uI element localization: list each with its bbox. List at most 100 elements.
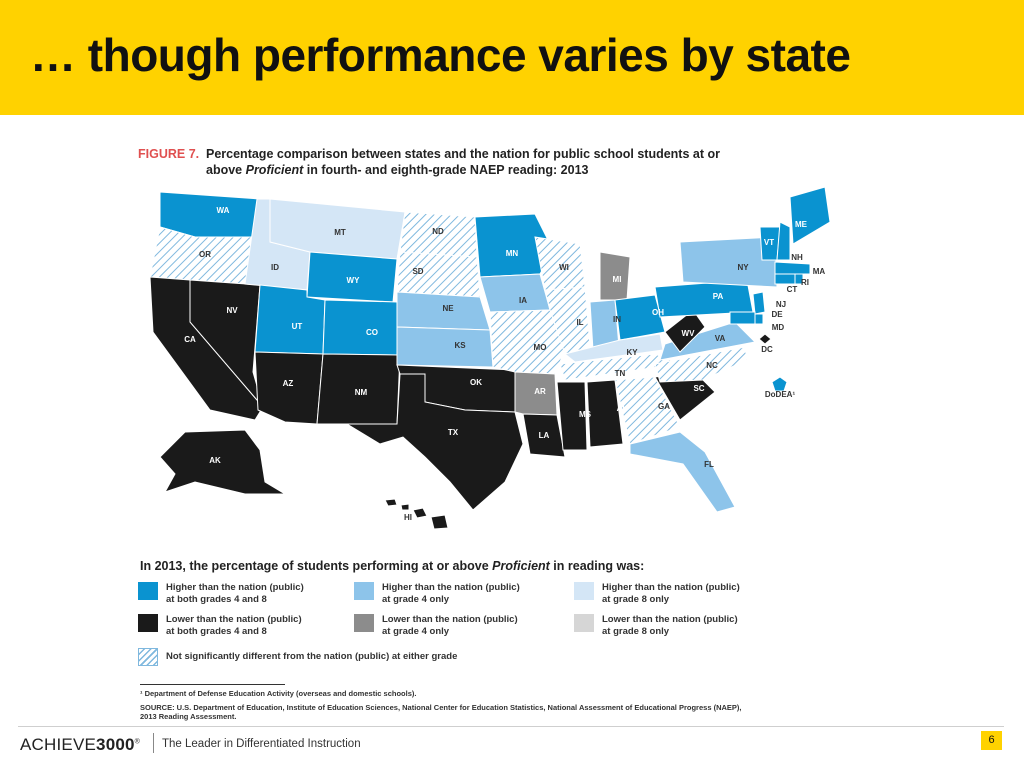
legend-heading-text-b: in reading was:: [549, 559, 645, 573]
state-nc: [654, 346, 748, 383]
state-labels: WA OR CA NV ID MT WY UT CO AZ NM ND SD NE KS OK TX MN IA MO…: [184, 206, 825, 522]
achieve3000-logo: ACHIEVE3000®: [20, 735, 140, 755]
legend-swatch: [138, 582, 158, 600]
legend-swatch: [574, 614, 594, 632]
state-label-or: OR: [199, 250, 211, 259]
state-me: [789, 186, 831, 245]
state-ks: [396, 326, 494, 368]
legend-item-higher-both: Higher than the nation (public) at both g…: [138, 582, 304, 605]
state-label-la: LA: [539, 431, 550, 440]
state-label-nh: NH: [791, 253, 803, 262]
state-label-mt: MT: [334, 228, 346, 237]
state-label-pa: PA: [713, 292, 724, 301]
state-label-fl: FL: [704, 460, 714, 469]
state-ky: [563, 333, 664, 363]
state-label-tn: TN: [615, 369, 626, 378]
legend-item-higher-grade8: Higher than the nation (public) at grade …: [574, 582, 740, 605]
state-label-ri: RI: [801, 278, 809, 287]
state-label-ma: MA: [813, 267, 826, 276]
state-label-nd: ND: [432, 227, 444, 236]
legend-text: Higher than the nation (public) at grade …: [382, 582, 520, 605]
legend-swatch: [138, 614, 158, 632]
legend-label: Not significantly different from the nat…: [166, 651, 458, 663]
state-ga: [614, 376, 681, 445]
legend-label: Higher than the nation (public): [382, 582, 520, 593]
legend-label: Lower than the nation (public): [602, 614, 738, 625]
figure-title: FIGURE 7. Percentage comparison between s…: [138, 146, 928, 178]
state-label-me: ME: [795, 220, 808, 229]
state-label-il: IL: [576, 318, 583, 327]
state-label-ga: GA: [658, 402, 670, 411]
state-hi: [384, 498, 449, 530]
state-pa: [654, 279, 754, 318]
legend-swatch: [574, 582, 594, 600]
state-label-ia: IA: [519, 296, 527, 305]
footer-divider: [18, 726, 1004, 727]
legend-heading-italic: Proficient: [492, 559, 550, 573]
us-states-map: WA OR CA NV ID MT WY UT CO AZ NM ND SD NE KS OK TX MN IA MO…: [149, 186, 831, 530]
state-wv: [664, 309, 706, 353]
map-legend: Higher than the nation (public) at both g…: [138, 582, 838, 667]
state-label-ms: MS: [579, 410, 592, 419]
legend-text: Lower than the nation (public) at both gr…: [166, 614, 302, 637]
state-label-vt: VT: [764, 238, 774, 247]
title-banner: … though performance varies by state: [0, 0, 1024, 115]
state-label-nc: NC: [706, 361, 718, 370]
state-ms: [556, 381, 588, 451]
legend-text: Lower than the nation (public) at grade 8…: [602, 614, 738, 637]
state-label-wa: WA: [217, 206, 230, 215]
legend-label: at grade 8 only: [602, 593, 670, 605]
state-nj: [752, 291, 766, 315]
state-label-de: DE: [771, 310, 783, 319]
state-label-wi: WI: [559, 263, 569, 272]
state-nh: [776, 221, 791, 261]
state-label-ky: KY: [626, 348, 638, 357]
state-tx: [345, 373, 524, 511]
state-al: [586, 379, 624, 448]
state-md: [729, 311, 756, 325]
legend-label: Higher than the nation (public): [166, 582, 304, 593]
legend-label: Higher than the nation (public): [602, 582, 740, 593]
state-label-sc: SC: [693, 384, 704, 393]
state-label-ut: UT: [292, 322, 303, 331]
state-label-nm: NM: [355, 388, 368, 397]
state-fl: [629, 431, 736, 513]
state-va: [659, 321, 757, 361]
logo-trademark: ®: [134, 738, 141, 746]
state-ak: [159, 429, 287, 495]
state-label-al: AL: [617, 404, 628, 413]
state-label-ar: AR: [534, 387, 546, 396]
legend-text: Lower than the nation (public) at grade 4…: [382, 614, 518, 637]
legend-label: Lower than the nation (public): [382, 614, 518, 625]
figure-title-text-b: in fourth- and eighth-grade NAEP reading…: [303, 163, 589, 177]
footnote-source: SOURCE: U.S. Department of Education, In…: [140, 703, 920, 721]
legend-item-lower-grade8: Lower than the nation (public) at grade 8…: [574, 614, 738, 637]
state-ny: [679, 236, 778, 288]
state-label-ne: NE: [442, 304, 454, 313]
tagline: The Leader in Differentiated Instruction: [162, 738, 361, 750]
footnote-divider: [140, 684, 285, 685]
source-line-2: 2013 Reading Assessment.: [140, 712, 237, 721]
state-label-co: CO: [366, 328, 378, 337]
state-az: [254, 351, 324, 425]
state-de: [754, 313, 764, 325]
figure-title-text-a: above: [206, 163, 246, 177]
figure-number: FIGURE 7.: [138, 147, 200, 161]
legend-text: Higher than the nation (public) at both g…: [166, 582, 304, 605]
legend-label: at both grades 4 and 8: [166, 625, 267, 637]
state-dodea: [771, 376, 788, 392]
state-label-va: VA: [715, 334, 726, 343]
state-label-id: ID: [271, 263, 279, 272]
state-label-dc: DC: [761, 345, 773, 354]
slide-title: … though performance varies by state: [30, 29, 851, 81]
legend-label: at grade 8 only: [602, 625, 670, 637]
state-label-ks: KS: [454, 341, 466, 350]
logo-text-light: ACHIEVE: [20, 735, 97, 754]
state-label-ny: NY: [737, 263, 749, 272]
state-label-ak: AK: [209, 456, 221, 465]
state-label-mo: MO: [534, 343, 547, 352]
legend-heading: In 2013, the percentage of students perf…: [140, 559, 644, 573]
legend-item-higher-grade4: Higher than the nation (public) at grade …: [354, 582, 520, 605]
state-label-hi: HI: [404, 513, 412, 522]
state-label-dodea: DoDEA¹: [765, 390, 796, 399]
